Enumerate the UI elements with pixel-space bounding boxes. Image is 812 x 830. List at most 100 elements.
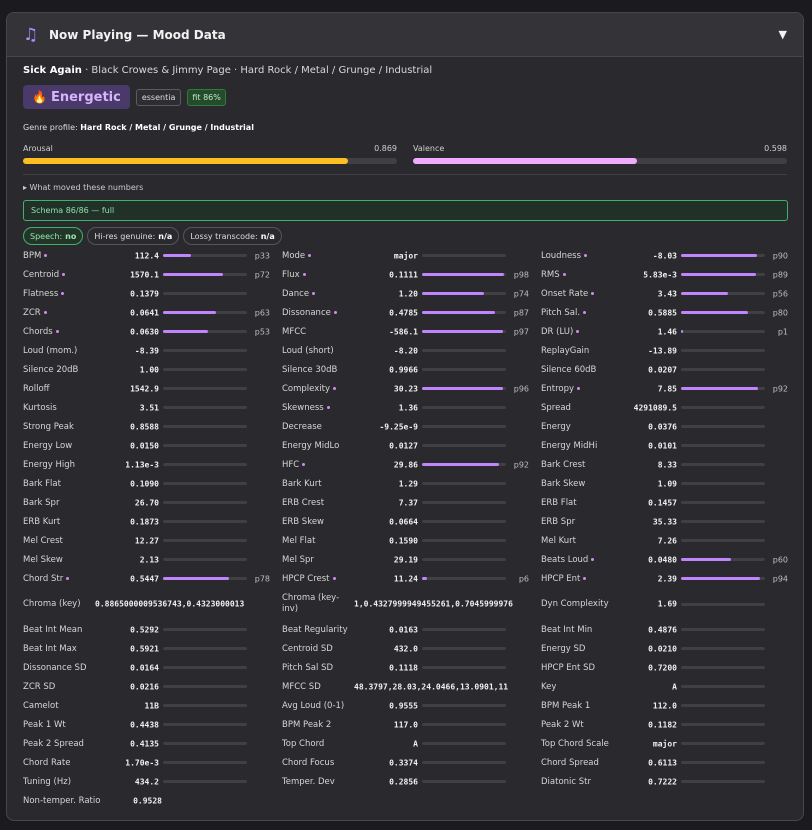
metric-value: 0.9555: [389, 701, 418, 710]
metric-bar: [163, 406, 247, 409]
metric-cell: ZCR 0.0641 p63: [23, 303, 282, 322]
music-note-icon: ♫: [23, 24, 39, 45]
metric-label: Spread: [541, 402, 571, 413]
metric-bar: [681, 368, 765, 371]
metric-bar: [681, 311, 765, 314]
indicator-dot-icon: [312, 291, 316, 295]
indicator-dot-icon: [326, 405, 330, 409]
metric-bar: [422, 482, 506, 485]
percentile-label: p98: [513, 270, 529, 279]
metric-value: 0.0641: [130, 308, 159, 317]
percentile-label: p94: [772, 574, 788, 583]
metric-cell: Loudness -8.03 p90: [541, 246, 800, 265]
metric-value: -9.25e-9: [379, 422, 418, 431]
metric-value: -8.03: [652, 251, 677, 260]
metric-bar: [422, 628, 506, 631]
metric-value: 434.2: [134, 777, 159, 786]
metric-cell: Energy 0.0376: [541, 417, 800, 436]
metric-bar: [163, 742, 247, 745]
metric-label: Dissonance SD: [23, 662, 87, 673]
metric-bar: [422, 425, 506, 428]
speech-pill: Speech: no: [23, 227, 84, 245]
metric-label: Temper. Dev: [282, 776, 335, 787]
metric-bar: [422, 558, 506, 561]
metric-value: 2.39: [657, 574, 677, 583]
metric-cell: Beat Int Mean 0.5292: [23, 620, 282, 639]
metric-bar: [681, 387, 765, 390]
metric-bar: [681, 501, 765, 504]
panel-header[interactable]: ♫ Now Playing — Mood Data ▼: [7, 13, 803, 57]
metric-cell: Bark Spr 26.70: [23, 493, 282, 512]
metric-bar: [681, 666, 765, 669]
metric-cell: Centroid SD 432.0: [282, 639, 541, 658]
metric-label: Flux: [282, 270, 306, 280]
metric-bar: [163, 539, 247, 542]
metric-bar: [681, 444, 765, 447]
metric-cell: ERB Spr 35.33: [541, 512, 800, 531]
indicator-dot-icon: [583, 576, 587, 580]
metric-cell: Avg Loud (0-1) 0.9555: [282, 696, 541, 715]
hires-pill: Hi-res genuine: n/a: [87, 227, 180, 245]
metric-value: 11.24: [393, 574, 418, 583]
metric-value: 3.51: [139, 403, 159, 412]
metric-cell: Mel Skew 2.13: [23, 550, 282, 569]
metric-cell: Skewness 1.36: [282, 398, 541, 417]
metric-label: ZCR SD: [23, 681, 56, 692]
metric-label: Silence 60dB: [541, 364, 597, 375]
metric-cell: HPCP Crest 11.24 p6: [282, 569, 541, 588]
metric-label: ReplayGain: [541, 345, 590, 356]
metric-value: 1,0.4327999949455261,0.7045999976: [354, 599, 513, 609]
metric-label: Entropy: [541, 384, 581, 394]
metric-value: -13.89: [648, 346, 677, 355]
metric-value: 7.26: [657, 536, 677, 545]
metric-cell: Beat Regularity 0.0163: [282, 620, 541, 639]
metric-row: ERB Kurt 0.1873 ERB Skew 0.0664 ERB Spr 35.33: [23, 512, 800, 531]
metric-cell: Chroma (key) 0.8865000009536743,0.4323000…: [23, 588, 282, 620]
metric-value: 0.4876: [648, 625, 677, 634]
metric-cell: Dyn Complexity 1.69: [541, 588, 800, 620]
metric-row: Non-temper. Ratio 0.9528: [23, 791, 800, 810]
metric-cell: Beat Int Min 0.4876: [541, 620, 800, 639]
metric-cell: DR (LU) 1.46 p1: [541, 322, 800, 341]
metric-bar: [681, 482, 765, 485]
genre-profile-value: Hard Rock / Metal / Grunge / Industrial: [80, 123, 254, 132]
indicator-dot-icon: [333, 386, 337, 390]
metric-label: Peak 2 Wt: [541, 719, 584, 730]
metric-value: 1.70e-3: [125, 758, 159, 767]
divider: [23, 174, 787, 175]
metric-row: ZCR 0.0641 p63 Dissonance 0.4785 p87 Pitch Sal…: [23, 303, 800, 322]
metric-cell: Silence 20dB 1.00: [23, 360, 282, 379]
metric-bar: [422, 577, 506, 580]
metric-cell: Tuning (Hz) 434.2: [23, 772, 282, 791]
percentile-label: p80: [772, 308, 788, 317]
metric-value: 30.23: [393, 384, 418, 393]
metric-cell: Dissonance 0.4785 p87: [282, 303, 541, 322]
metric-cell: Beats Loud 0.0480 p60: [541, 550, 800, 569]
metric-bar: [422, 273, 506, 276]
metric-row: Bark Spr 26.70 ERB Crest 7.37 ERB Flat 0.1457: [23, 493, 800, 512]
metric-label: Centroid SD: [282, 643, 333, 654]
metric-bar: [422, 330, 506, 333]
percentile-label: p74: [513, 289, 529, 298]
metric-value: 0.9528: [133, 796, 162, 805]
status-pills: Speech: no Hi-res genuine: n/a Lossy trans…: [23, 227, 282, 245]
indicator-dot-icon: [66, 576, 70, 580]
metric-label: Bark Skew: [541, 478, 586, 489]
metric-row: Camelot 11B Avg Loud (0-1) 0.9555 BPM Peak 1…: [23, 696, 800, 715]
metric-label: Non-temper. Ratio: [23, 795, 101, 806]
what-moved-toggle[interactable]: ▸ What moved these numbers: [23, 183, 144, 192]
metric-label: Bark Spr: [23, 497, 60, 508]
metric-value: 0.0216: [130, 682, 159, 691]
metric-bar: [163, 368, 247, 371]
metric-value: 112.0: [652, 701, 677, 710]
arousal-label: Arousal: [23, 144, 53, 153]
collapse-caret-icon[interactable]: ▼: [778, 28, 787, 41]
metric-cell: Peak 2 Wt 0.1182: [541, 715, 800, 734]
metric-row: Mel Skew 2.13 Mel Spr 29.19 Beats Loud 0.0480…: [23, 550, 800, 569]
metric-value: A: [672, 682, 677, 691]
metric-bar-fill: [681, 577, 760, 580]
metric-label: DR (LU): [541, 327, 580, 337]
indicator-dot-icon: [61, 291, 65, 295]
metric-bar: [163, 463, 247, 466]
metric-value: 1570.1: [130, 270, 159, 279]
